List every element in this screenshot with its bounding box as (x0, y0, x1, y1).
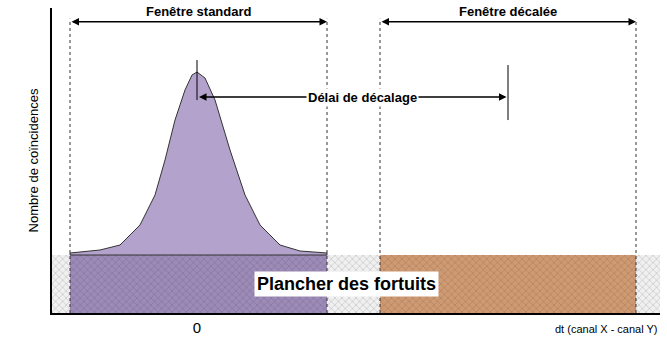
svg-text:Fenêtre standard: Fenêtre standard (146, 4, 252, 19)
svg-text:Fenêtre décalée: Fenêtre décalée (459, 4, 557, 19)
svg-text:dt (canal X - canal Y): dt (canal X - canal Y) (555, 323, 658, 335)
svg-text:Plancher des fortuits: Plancher des fortuits (257, 274, 436, 294)
svg-text:Délai de décalage: Délai de décalage (308, 90, 417, 105)
svg-text:0: 0 (193, 319, 201, 336)
svg-text:Nombre de coïncidences: Nombre de coïncidences (26, 88, 41, 232)
